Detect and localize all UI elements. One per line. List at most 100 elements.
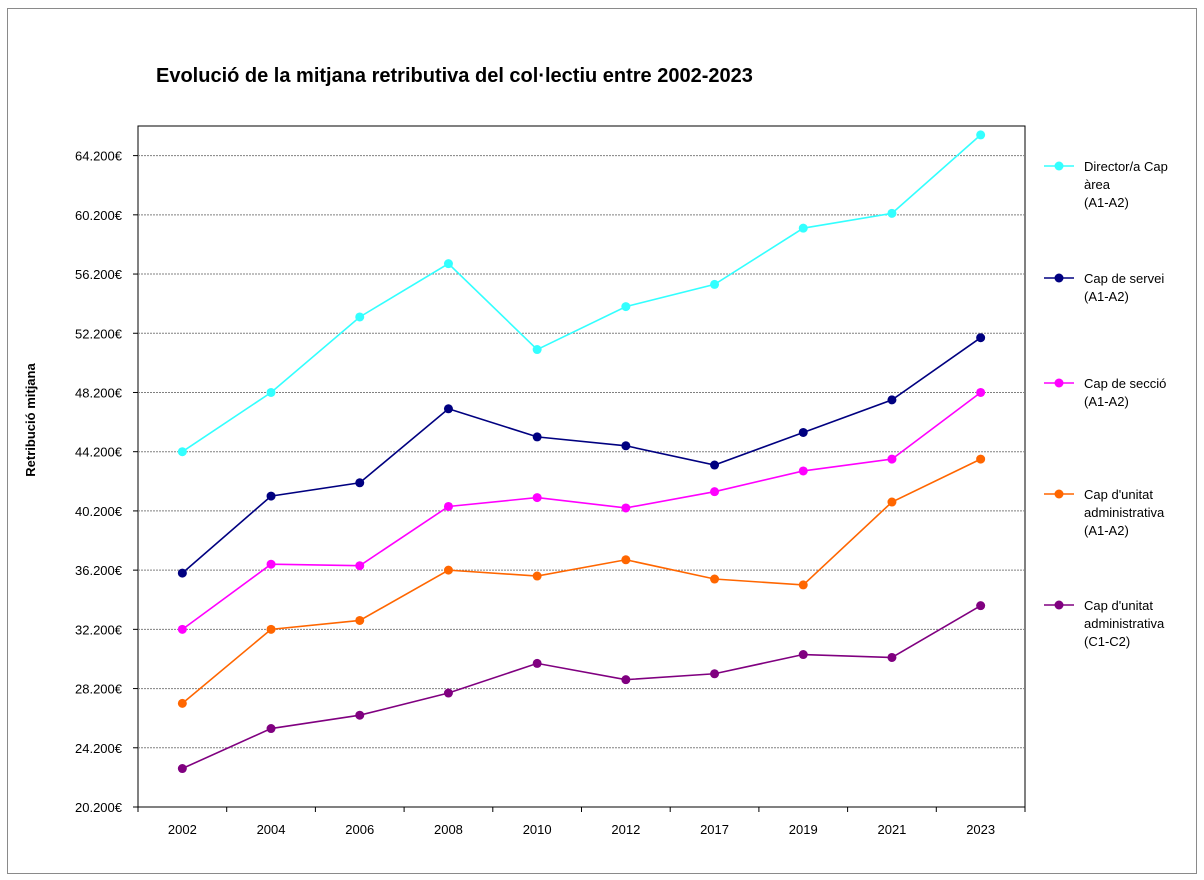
x-tick-label: 2019 [789,822,818,837]
data-point [976,454,986,464]
data-point [710,487,720,497]
data-point [443,501,453,511]
legend-label: Cap d'unitat [1084,598,1153,613]
data-point [177,568,187,578]
data-point [887,208,897,218]
series-line [181,458,981,704]
series-line [182,604,982,770]
y-tick-label: 44.200€ [75,445,123,460]
series-layer [177,130,986,774]
legend-marker [1054,161,1064,171]
y-tick-label: 36.200€ [75,563,123,578]
data-point [532,571,542,581]
legend-marker [1054,378,1064,388]
legend-item-3: Cap de secció (A1-A2) [1044,376,1166,409]
series-3 [177,387,986,634]
data-point [532,432,542,442]
data-point [710,669,720,679]
x-tick-label: 2008 [434,822,463,837]
y-tick-label: 64.200€ [75,149,123,164]
data-point [443,259,453,269]
data-point [443,404,453,414]
x-tick-label: 2023 [966,822,995,837]
legend-label: administrativa [1084,505,1165,520]
x-tick-label: 2006 [345,822,374,837]
y-tick-label: 40.200€ [75,504,123,519]
legend-label: Cap de secció [1084,376,1166,391]
data-point [443,688,453,698]
x-axis-ticks: 2002 2004 2006 2008 2010 2012 2017 2019 2021 2023 [137,807,1026,837]
legend-label: (A1-A2) [1084,523,1129,538]
data-point [355,710,365,720]
legend-label: Director/a Cap [1084,159,1168,174]
data-point [532,345,542,355]
y-tick-label: 24.200€ [75,741,123,756]
data-point [710,460,720,470]
data-point [976,130,986,140]
y-tick-label: 32.200€ [75,622,123,637]
data-point [710,279,720,289]
legend-item-2: Cap de servei (A1-A2) [1044,271,1164,304]
y-tick-label: 28.200€ [75,682,123,697]
series-4 [177,454,986,708]
y-tick-label: 20.200€ [75,800,123,815]
data-point [621,503,631,513]
legend: Director/a Cap àrea (A1-A2) Cap de servei (A… [1044,159,1168,649]
series-line [181,391,982,630]
legend-label: (A1-A2) [1084,195,1129,210]
series-2 [177,333,986,578]
gridlines [138,155,1025,749]
data-point [798,466,808,476]
y-tick-label: 56.200€ [75,267,123,282]
data-point [887,652,897,662]
series-line [181,337,982,574]
data-point [887,395,897,405]
data-point [177,624,187,634]
series-line [181,134,982,453]
legend-marker [1054,489,1064,499]
data-point [887,454,897,464]
plot-area [137,125,1026,808]
y-tick-label: 52.200€ [75,326,123,341]
data-point [887,497,897,507]
legend-label: (C1-C2) [1084,634,1130,649]
data-point [710,574,720,584]
series-1 [177,130,986,457]
y-axis-label: Retribució mitjana [23,363,38,477]
x-tick-label: 2010 [523,822,552,837]
legend-label: administrativa [1084,616,1165,631]
data-point [798,650,808,660]
x-tick-label: 2012 [611,822,640,837]
legend-label: (A1-A2) [1084,394,1129,409]
x-tick-label: 2004 [257,822,286,837]
legend-item-4: Cap d'unitat administrativa (A1-A2) [1044,487,1165,538]
legend-marker [1054,600,1064,610]
data-point [177,764,187,774]
data-point [355,561,365,571]
legend-label: Cap de servei [1084,271,1164,286]
data-point [621,555,631,565]
legend-marker [1054,273,1064,283]
data-point [266,491,276,501]
data-point [798,223,808,233]
data-point [266,559,276,569]
data-point [532,658,542,668]
data-point [177,698,187,708]
data-point [976,387,986,397]
data-point [621,302,631,312]
data-point [266,724,276,734]
chart-title: Evolució de la mitjana retributiva del c… [156,65,753,87]
data-point [266,387,276,397]
y-tick-label: 48.200€ [75,385,123,400]
data-point [798,427,808,437]
series-5 [177,601,986,774]
data-point [355,312,365,322]
data-point [355,478,365,488]
legend-label: àrea [1084,177,1111,192]
data-point [443,565,453,575]
data-point [355,615,365,625]
x-tick-label: 2017 [700,822,729,837]
legend-label: (A1-A2) [1084,289,1129,304]
data-point [621,675,631,685]
